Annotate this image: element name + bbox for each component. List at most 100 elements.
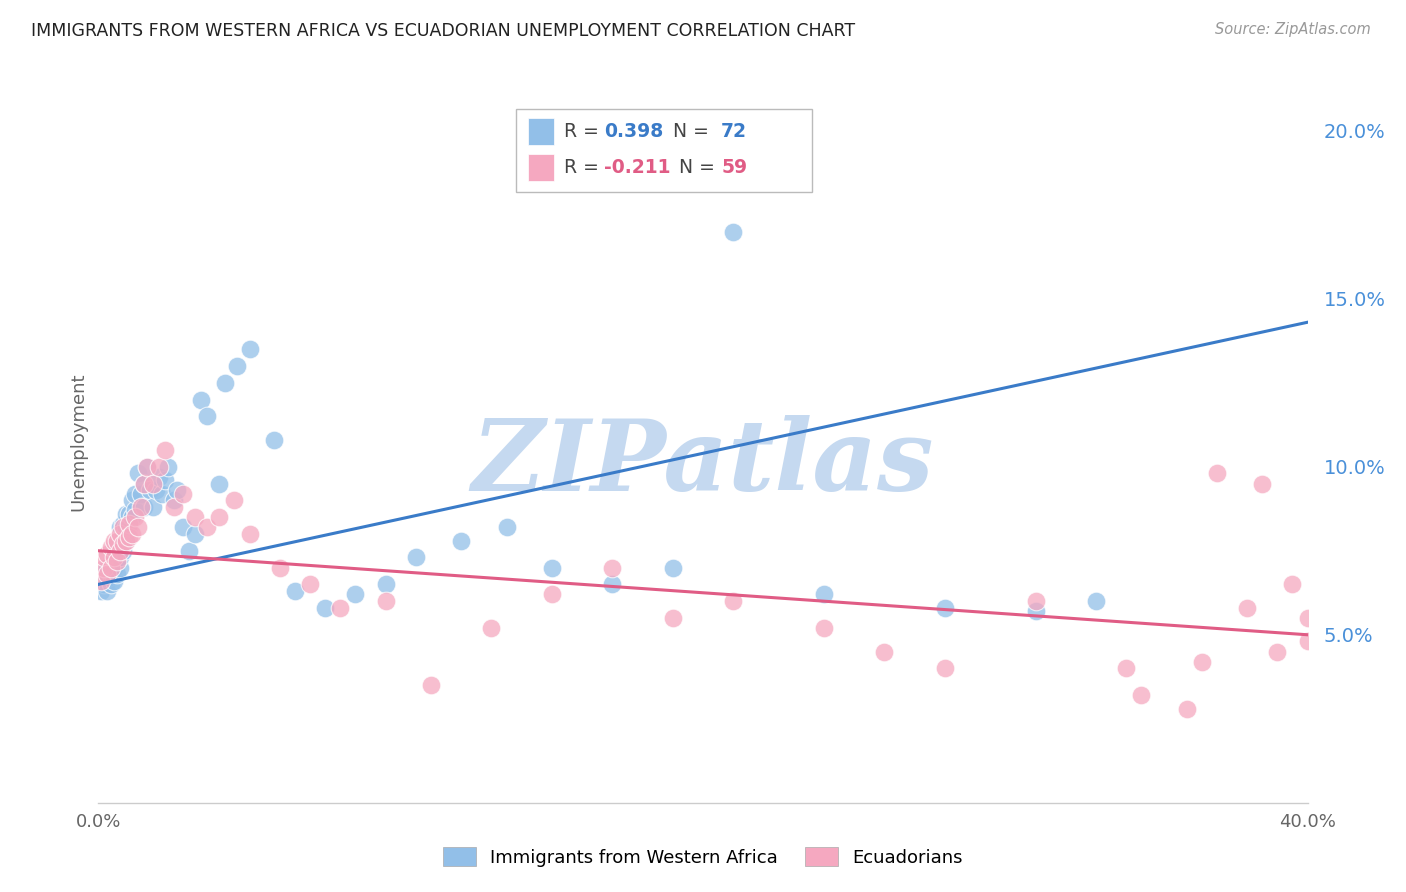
Point xyxy=(1024,604,1046,618)
Point xyxy=(208,476,231,491)
Text: N =: N = xyxy=(655,122,714,141)
Point xyxy=(114,533,136,548)
Point xyxy=(93,550,115,565)
Point xyxy=(142,500,165,514)
Point xyxy=(374,577,396,591)
Point xyxy=(420,678,443,692)
Point xyxy=(127,467,149,481)
Point xyxy=(405,550,427,565)
Point xyxy=(214,376,236,390)
Text: R =: R = xyxy=(564,122,605,141)
Point xyxy=(495,520,517,534)
Point xyxy=(172,520,194,534)
Bar xyxy=(527,154,554,181)
Point xyxy=(100,541,122,555)
Point xyxy=(139,483,162,498)
Point xyxy=(100,567,122,582)
Point xyxy=(1115,661,1137,675)
Point xyxy=(1085,594,1108,608)
Point xyxy=(105,543,128,558)
Point xyxy=(813,621,835,635)
Point xyxy=(172,486,194,500)
Point xyxy=(108,560,131,574)
Point xyxy=(481,621,503,635)
Point xyxy=(108,527,131,541)
Point xyxy=(166,483,188,498)
Point xyxy=(124,510,146,524)
Point xyxy=(114,507,136,521)
Point xyxy=(103,541,125,555)
Point xyxy=(108,550,131,565)
Point xyxy=(148,470,170,484)
Point xyxy=(124,503,146,517)
Point xyxy=(132,476,155,491)
Point xyxy=(96,567,118,582)
Point xyxy=(269,560,291,574)
Legend: Immigrants from Western Africa, Ecuadorians: Immigrants from Western Africa, Ecuadori… xyxy=(436,840,970,874)
Point xyxy=(90,584,112,599)
Point xyxy=(224,493,246,508)
Point xyxy=(1267,644,1289,658)
Point xyxy=(1296,634,1319,648)
Point xyxy=(723,594,745,608)
Point xyxy=(111,516,134,531)
Point xyxy=(121,510,143,524)
Point xyxy=(121,493,143,508)
Point xyxy=(813,587,835,601)
Point xyxy=(111,537,134,551)
Point xyxy=(602,560,624,574)
Point xyxy=(105,554,128,568)
Text: 72: 72 xyxy=(721,122,747,141)
Point xyxy=(129,486,152,500)
Point xyxy=(121,527,143,541)
Point xyxy=(96,560,118,574)
Point xyxy=(114,520,136,534)
Point xyxy=(156,459,179,474)
Point xyxy=(540,560,562,574)
Point xyxy=(114,533,136,548)
Point xyxy=(118,530,141,544)
Point xyxy=(103,574,125,588)
Point xyxy=(100,560,122,574)
Point xyxy=(179,543,201,558)
Point xyxy=(93,577,115,591)
Point xyxy=(93,567,115,582)
Point xyxy=(163,500,186,514)
Text: ZIPatlas: ZIPatlas xyxy=(472,415,934,511)
Point xyxy=(105,533,128,548)
Point xyxy=(602,577,624,591)
Point xyxy=(111,543,134,558)
Point xyxy=(118,507,141,521)
Point xyxy=(1206,467,1229,481)
Point xyxy=(127,520,149,534)
Point xyxy=(153,442,176,457)
Point xyxy=(1296,611,1319,625)
Point xyxy=(374,594,396,608)
Point xyxy=(263,433,285,447)
Point xyxy=(184,527,207,541)
Point xyxy=(873,644,896,658)
Point xyxy=(103,533,125,548)
Point xyxy=(145,483,167,498)
Point xyxy=(1130,688,1153,702)
Point xyxy=(208,510,231,524)
Point xyxy=(100,577,122,591)
Text: 0.398: 0.398 xyxy=(603,122,664,141)
Point xyxy=(118,520,141,534)
Point xyxy=(195,520,218,534)
Point xyxy=(111,530,134,544)
Point xyxy=(135,459,157,474)
Point xyxy=(1191,655,1213,669)
Point xyxy=(239,527,262,541)
Point xyxy=(934,661,956,675)
Point xyxy=(284,584,307,599)
Point xyxy=(90,574,112,588)
Point xyxy=(105,533,128,548)
Point xyxy=(344,587,367,601)
Point xyxy=(1024,594,1046,608)
Point xyxy=(96,584,118,599)
Point xyxy=(111,520,134,534)
Point xyxy=(132,476,155,491)
Text: N =: N = xyxy=(666,158,721,178)
Point xyxy=(1281,577,1303,591)
